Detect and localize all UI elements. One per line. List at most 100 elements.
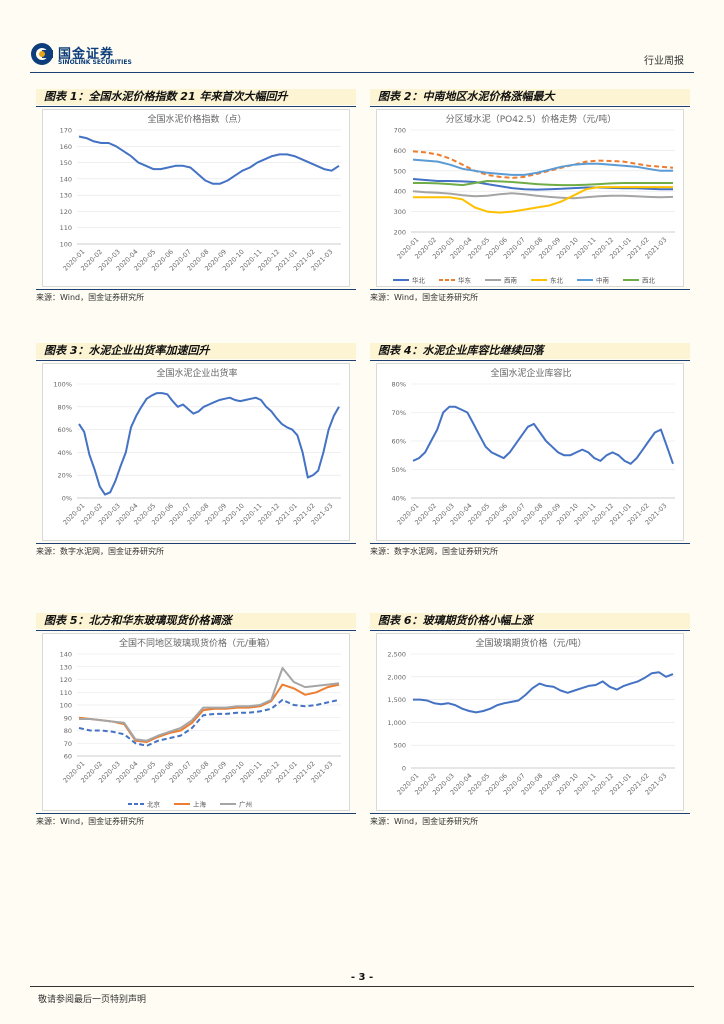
chart-title: 全国水泥价格指数（点） [147, 113, 246, 125]
y-tick-label: 110 [60, 689, 72, 697]
y-tick-label: 0 [402, 765, 406, 773]
page-number: - 3 - [350, 972, 374, 983]
y-tick-label: 100 [60, 241, 72, 249]
y-tick-label: 40% [58, 449, 72, 457]
y-tick-label: 600 [394, 147, 406, 155]
y-tick-label: 700 [394, 127, 406, 135]
series-line-全国水泥企业出货率 [78, 392, 340, 496]
y-tick-label: 500 [394, 167, 406, 175]
y-tick-label: 130 [60, 192, 72, 200]
legend-label: 中南 [596, 276, 610, 285]
y-tick-label: 70 [64, 740, 72, 748]
legend-label: 北京 [147, 800, 161, 809]
logo-chinese-name: 国金证券 [58, 47, 115, 62]
y-tick-label: 1,500 [387, 696, 406, 704]
figure-title-divider [36, 630, 356, 631]
figure-title: 图表 2：中南地区水泥价格涨幅最大 [370, 89, 690, 105]
figure-source: 来源：Wind，国金证券研究所 [36, 293, 145, 302]
y-tick-label: 100% [53, 381, 72, 389]
figure-source: 来源：Wind，国金证券研究所 [370, 817, 479, 826]
line-chart: 全国水泥企业库容比40%50%60%70%80%2020-012020-0220… [392, 367, 675, 527]
series-line-北京 [78, 698, 340, 747]
legend-label: 上海 [193, 800, 207, 809]
y-tick-label: 110 [60, 224, 72, 232]
y-tick-label: 1,000 [387, 719, 406, 727]
figure-source: 来源：Wind，国金证券研究所 [370, 293, 479, 302]
chart-container: 全国水泥价格指数（点） 100 110 120 130 140 150 160 170 2020-… [42, 109, 350, 287]
logo-mark-icon [31, 43, 53, 65]
source-divider [36, 813, 356, 814]
chart-container: 分区域水泥（PO42.5）价格走势（元/吨） 200 300 400 500 600 700… [376, 109, 684, 287]
source-divider [36, 289, 356, 290]
series-line-中南 [412, 158, 673, 176]
y-tick-label: 170 [60, 127, 72, 135]
y-tick-label: 120 [60, 208, 72, 216]
source-divider [36, 543, 356, 544]
figure-title-divider [36, 106, 356, 107]
chart-container: 全国水泥企业出货率 0% 20% 40% 60% 80% 100% 2020-01 2020-0… [42, 363, 350, 541]
report-type: 行业周报 [644, 56, 684, 67]
y-tick-label: 2,500 [387, 651, 406, 659]
y-tick-label: 60% [58, 426, 72, 434]
series-line-华东 [412, 150, 674, 179]
series-line-全国玻璃期货价格 [413, 671, 674, 714]
series-line-全国水泥企业库容比 [412, 405, 674, 465]
y-tick-label: 2,000 [387, 673, 406, 681]
series-line-西北 [413, 180, 673, 187]
y-tick-label: 60 [64, 753, 72, 761]
chart-title: 全国水泥企业库容比 [490, 367, 571, 379]
series-line-东北 [413, 186, 673, 214]
source-divider [370, 543, 690, 544]
series-line-广州 [79, 667, 340, 742]
figure-title: 图表 6：玻璃期货价格小幅上涨 [370, 613, 690, 629]
line-chart: 全国玻璃期货价格（元/吨）05001,0001,5002,0002,500202… [387, 637, 675, 797]
disclaimer-note: 敬请参阅最后一页特别声明 [38, 995, 147, 1005]
y-tick-label: 400 [394, 188, 406, 196]
legend-label: 东北 [550, 276, 564, 285]
y-tick-label: 130 [60, 663, 72, 671]
company-logo: 国金证券 SINOLINK SECURITIES [30, 42, 140, 68]
figure-title: 图表 3：水泥企业出货率加速回升 [36, 343, 356, 359]
y-tick-label: 150 [60, 159, 72, 167]
logo-english-name: SINOLINK SECURITIES [58, 59, 132, 66]
line-chart: 分区域水泥（PO42.5）价格走势（元/吨） 200 300 400 500 600 700… [393, 113, 675, 285]
y-tick-label: 60% [392, 438, 406, 446]
series-line-西南 [412, 190, 674, 200]
y-tick-label: 80% [58, 403, 72, 411]
y-tick-label: 300 [394, 208, 406, 216]
figure-title-divider [36, 360, 356, 361]
y-tick-label: 70% [392, 409, 406, 417]
chart-container: 全国玻璃期货价格（元/吨） 0 500 1,000 1,500 2,000 2,500 202… [376, 633, 684, 811]
legend-label: 华东 [458, 276, 472, 285]
chart-container: 全国不同地区玻璃现货价格（元/重箱） 60 70 80 90 100 110 120 130 14… [42, 633, 350, 811]
y-tick-label: 120 [60, 676, 72, 684]
figure-source: 来源：数字水泥网，国金证券研究所 [370, 547, 498, 556]
source-divider [370, 289, 690, 290]
line-chart: 全国水泥企业出货率0%20%40%60%80%100%2020-012020-0… [53, 367, 341, 527]
legend-label: 西南 [504, 276, 518, 285]
y-tick-label: 140 [60, 175, 72, 183]
series-line-华北 [412, 178, 673, 191]
header-divider [30, 72, 694, 73]
series-line-上海 [78, 683, 340, 743]
chart-title: 全国不同地区玻璃现货价格（元/重箱） [119, 637, 275, 649]
figure-title: 图表 5：北方和华东玻璃现货价格调涨 [36, 613, 356, 629]
legend-label: 广州 [239, 800, 252, 809]
footer-divider [30, 986, 694, 987]
y-tick-label: 0% [62, 495, 72, 503]
y-tick-label: 100 [60, 702, 72, 710]
chart-title: 分区域水泥（PO42.5）价格走势（元/吨） [446, 113, 617, 125]
figure-title: 图表 4：水泥企业库容比继续回落 [370, 343, 690, 359]
figure-title-divider [370, 106, 690, 107]
y-tick-label: 50% [392, 466, 406, 474]
y-tick-label: 40% [392, 495, 406, 503]
chart-title: 全国水泥企业出货率 [156, 367, 237, 379]
chart-title: 全国玻璃期货价格（元/吨） [475, 637, 586, 649]
figure-source: 来源：Wind，国金证券研究所 [36, 817, 145, 826]
line-chart: 全国不同地区玻璃现货价格（元/重箱） 60 70 80 90 100 110 120 130 14… [60, 637, 341, 809]
figure-title-divider [370, 360, 690, 361]
y-tick-label: 160 [60, 143, 72, 151]
y-tick-label: 80 [64, 727, 72, 735]
y-tick-label: 80% [392, 381, 406, 389]
legend-label: 西北 [642, 277, 656, 285]
